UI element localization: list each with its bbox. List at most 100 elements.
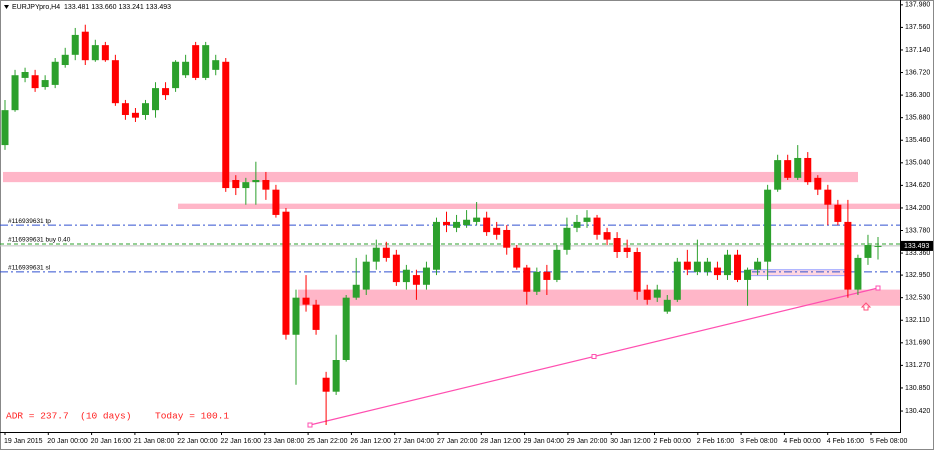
- x-tick-label: 30 Jan 12:00: [610, 438, 651, 445]
- candle-body: [593, 217, 601, 235]
- candle-body: [754, 261, 762, 270]
- candle-body: [31, 75, 39, 89]
- candle-body: [633, 252, 641, 292]
- candle-body: [553, 249, 561, 280]
- candle-body: [623, 247, 631, 252]
- trendline-handle: [875, 285, 881, 291]
- x-tick-label: 3 Feb 08:00: [740, 438, 777, 445]
- price-badge: [901, 240, 933, 251]
- candle-body: [141, 103, 149, 115]
- y-tick-label: 134.200: [905, 205, 930, 212]
- candle-body: [673, 261, 681, 300]
- candle-body: [523, 267, 531, 292]
- x-tick-label: 27 Jan 04:00: [394, 438, 435, 445]
- candle-body: [814, 177, 822, 190]
- candle-body: [51, 61, 59, 85]
- candle-body: [483, 217, 491, 233]
- zone: [298, 289, 900, 306]
- candle-body: [784, 160, 792, 178]
- trendline-handle: [307, 422, 313, 428]
- candle-body: [874, 245, 882, 247]
- candle-body: [864, 245, 872, 258]
- x-tick-label: 29 Jan 04:00: [524, 438, 565, 445]
- candle-body: [804, 157, 812, 183]
- x-tick-label: 21 Jan 08:00: [134, 438, 175, 445]
- x-tick-label: 4 Feb 00:00: [783, 438, 820, 445]
- candle-body: [212, 60, 220, 70]
- y-tick-label: 131.270: [905, 362, 930, 369]
- candle-body: [432, 221, 440, 270]
- candle-body: [162, 88, 170, 96]
- candle-body: [392, 254, 400, 283]
- candle-body: [583, 217, 591, 222]
- candle-body: [272, 189, 280, 215]
- candle-body: [332, 360, 340, 392]
- x-tick-label: 2 Feb 00:00: [654, 438, 691, 445]
- candle-body: [61, 54, 69, 66]
- order-level-label: #116939631 sl: [8, 265, 51, 272]
- zone: [749, 269, 846, 277]
- y-tick-label: 130.420: [905, 408, 930, 415]
- candle-body: [312, 304, 320, 330]
- candle-body: [643, 289, 651, 300]
- price-badge-label: 133.493: [904, 243, 929, 250]
- candle-body: [342, 297, 350, 360]
- y-tick-label: 137.560: [905, 24, 930, 31]
- candle-body: [663, 299, 671, 312]
- candle-body: [422, 267, 430, 285]
- order-level-label: #116939631 tp: [8, 218, 51, 225]
- y-tick-label: 133.360: [905, 250, 930, 257]
- candle-body: [744, 269, 752, 280]
- candle-body: [734, 254, 742, 280]
- candle-body: [493, 227, 501, 235]
- x-tick-label: 19 Jan 2015: [4, 438, 43, 445]
- candle-body: [412, 275, 420, 285]
- x-tick-label: 22 Jan 16:00: [221, 438, 262, 445]
- y-tick-label: 137.140: [905, 47, 930, 54]
- candle-body: [774, 160, 782, 190]
- candle-body: [613, 238, 621, 252]
- candle-body: [503, 229, 511, 248]
- candle-body: [131, 112, 139, 118]
- adr-text: ADR = 237.7 (10 days): [6, 411, 131, 422]
- candle-body: [723, 254, 731, 276]
- x-tick-label: 26 Jan 12:00: [350, 438, 391, 445]
- candle-body: [1, 110, 9, 146]
- candle-body: [844, 221, 852, 290]
- y-tick-label: 132.950: [905, 272, 930, 279]
- x-tick-label: 27 Jan 20:00: [437, 438, 478, 445]
- candle-body: [91, 45, 99, 61]
- x-tick-label: 20 Jan 16:00: [91, 438, 132, 445]
- x-tick-label: 20 Jan 00:00: [47, 438, 88, 445]
- candle-body: [81, 31, 89, 61]
- candle-body: [262, 180, 270, 190]
- candle-body: [543, 271, 551, 280]
- y-tick-label: 136.300: [905, 92, 930, 99]
- today-text: Today = 100.1: [155, 411, 229, 422]
- candle-body: [232, 180, 240, 189]
- candle-body: [352, 284, 360, 298]
- x-tick-label: 23 Jan 08:00: [264, 438, 305, 445]
- candle-body: [443, 221, 451, 226]
- candle-body: [824, 189, 832, 205]
- candle-body: [21, 72, 29, 78]
- y-tick-label: 131.690: [905, 340, 930, 347]
- x-tick-label: 29 Jan 20:00: [567, 438, 608, 445]
- candle-body: [573, 221, 581, 228]
- candle-body: [282, 211, 290, 335]
- candle-body: [683, 261, 691, 270]
- candle-body: [292, 297, 300, 335]
- candle-body: [182, 61, 190, 76]
- zone: [3, 171, 858, 183]
- x-tick-label: 28 Jan 12:00: [480, 438, 521, 445]
- candle-body: [71, 34, 79, 55]
- candle-body: [372, 247, 380, 262]
- candle-body: [172, 61, 180, 89]
- x-tick-label: 2 Feb 16:00: [697, 438, 734, 445]
- x-tick-label: 5 Feb 08:00: [870, 438, 907, 445]
- candle-body: [402, 269, 410, 283]
- x-tick-label: 4 Feb 16:00: [827, 438, 864, 445]
- y-tick-label: 130.850: [905, 385, 930, 392]
- y-tick-label: 137.980: [905, 2, 930, 9]
